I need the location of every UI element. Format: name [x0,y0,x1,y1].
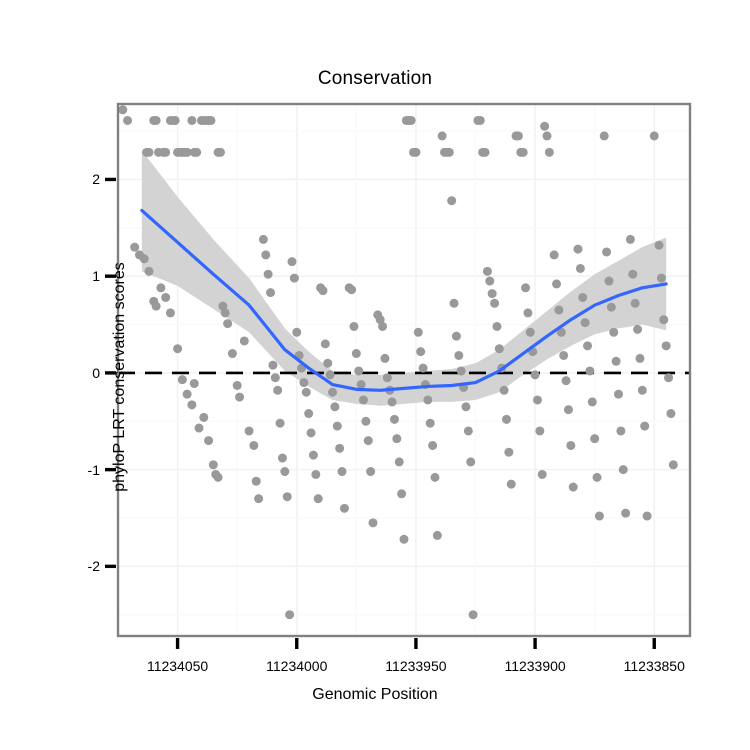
smooth-trend-line [140,208,668,392]
chart-title: Conservation [317,68,433,89]
y-tick-label: -2 [87,558,100,575]
x-tick-label: 11234050 [146,658,209,674]
y-tick-label: 2 [92,171,100,188]
x-tick-label: 11233950 [385,658,447,674]
panel-border [116,102,692,638]
y-tick-label: 1 [92,268,100,285]
scatter-points [118,105,678,620]
y-tick-label: -1 [87,461,100,478]
x-axis-title: Genomic Position [312,686,438,703]
confidence-ribbon [141,150,667,406]
x-tick-label: 11233850 [623,658,685,674]
x-tick-label: 11234000 [266,658,328,674]
y-axis-title: phyloP LRT conservation scores [111,262,128,492]
y-tick-label: 0 [92,364,100,381]
x-tick-label: 11233900 [504,658,566,674]
panel-background [118,104,690,636]
axis-tick-marks [105,177,656,649]
